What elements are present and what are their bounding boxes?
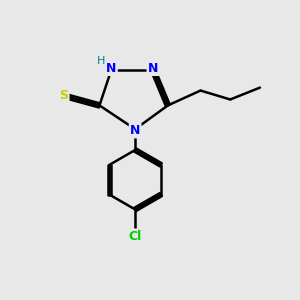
Text: S: S	[59, 88, 68, 101]
Text: Cl: Cl	[128, 230, 142, 243]
Text: N: N	[106, 62, 116, 75]
Text: N: N	[148, 62, 158, 75]
Text: N: N	[130, 124, 140, 137]
Text: H: H	[97, 56, 105, 66]
